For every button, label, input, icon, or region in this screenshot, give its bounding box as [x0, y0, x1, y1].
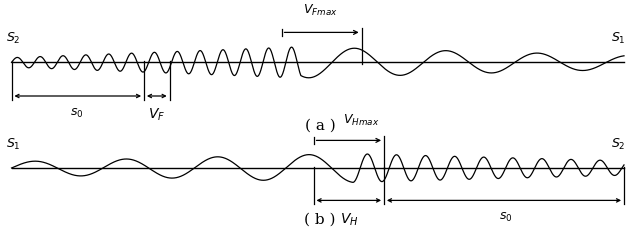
Text: $V_{Hmax}$: $V_{Hmax}$	[344, 113, 380, 128]
Text: $s_0$: $s_0$	[499, 211, 513, 224]
Text: $V_{Fmax}$: $V_{Fmax}$	[303, 3, 337, 18]
Text: $S_1$: $S_1$	[6, 137, 21, 151]
Text: ( a ): ( a )	[305, 119, 335, 133]
Text: $V_F$: $V_F$	[148, 107, 165, 123]
Text: ( b ): ( b )	[304, 213, 336, 227]
Text: $s_0$: $s_0$	[70, 107, 84, 120]
Text: $S_2$: $S_2$	[6, 31, 21, 46]
Text: $S_1$: $S_1$	[611, 31, 626, 46]
Text: $V_H$: $V_H$	[339, 211, 358, 228]
Text: $S_2$: $S_2$	[611, 137, 626, 151]
